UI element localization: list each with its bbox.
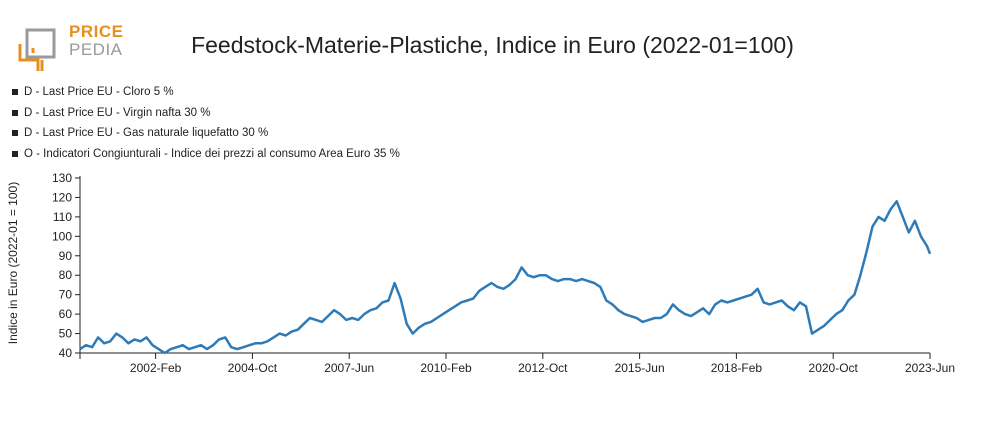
legend-label: D - Last Price EU - Cloro 5 % bbox=[24, 86, 174, 99]
series-line bbox=[79, 200, 932, 355]
logo-line-orange-2 bbox=[31, 48, 44, 71]
x-tick-label: 2020-Oct bbox=[809, 361, 859, 375]
x-tick-label: 2004-Oct bbox=[228, 361, 278, 375]
logo-mark bbox=[18, 28, 56, 71]
legend-label: D - Last Price EU - Virgin nafta 30 % bbox=[24, 106, 211, 119]
y-tick-label: 40 bbox=[59, 346, 73, 360]
legend-marker bbox=[12, 130, 18, 137]
logo-text-price: PRICE bbox=[69, 22, 124, 41]
x-tick-label: 2018-Feb bbox=[711, 361, 763, 375]
y-tick-label: 100 bbox=[52, 229, 72, 243]
axes: 40 50 60 70 80 90 100 110 120 130 2002-Feb 2004-Oct… bbox=[52, 171, 955, 375]
y-tick-label: 90 bbox=[59, 249, 73, 263]
y-tick-label: 50 bbox=[59, 327, 73, 341]
x-tick-label: 2023-Jun bbox=[905, 361, 955, 375]
x-tick-label: 2015-Jun bbox=[615, 361, 665, 375]
logo: PRICE PEDIA bbox=[18, 22, 128, 74]
legend-item: O - Indicatori Congiunturali - Indice de… bbox=[12, 144, 400, 165]
legend-item: D - Last Price EU - Cloro 5 % bbox=[12, 82, 400, 103]
y-tick-label: 60 bbox=[59, 307, 73, 321]
legend-label: O - Indicatori Congiunturali - Indice de… bbox=[24, 148, 400, 161]
x-tick-label: 2002-Feb bbox=[130, 361, 182, 375]
legend-item: D - Last Price EU - Virgin nafta 30 % bbox=[12, 103, 400, 124]
x-tick-label: 2007-Jun bbox=[324, 361, 374, 375]
y-tick-label: 110 bbox=[53, 210, 72, 224]
logo-text-pedia: PEDIA bbox=[69, 40, 123, 59]
legend-marker bbox=[12, 89, 18, 96]
legend-marker bbox=[12, 109, 18, 116]
logo-line-orange-1 bbox=[18, 44, 40, 71]
logo-square-grey bbox=[25, 28, 56, 59]
y-tick-label: 130 bbox=[52, 171, 72, 185]
y-tick-label: 80 bbox=[59, 268, 73, 282]
legend-marker bbox=[12, 151, 18, 158]
y-tick-label: 120 bbox=[52, 190, 72, 204]
y-tick-label: 70 bbox=[59, 288, 73, 302]
legend-item: D - Last Price EU - Gas naturale liquefa… bbox=[12, 123, 400, 144]
chart-title: Feedstock-Materie-Plastiche, Indice in E… bbox=[191, 32, 794, 58]
legend-label: D - Last Price EU - Gas naturale liquefa… bbox=[24, 127, 269, 140]
x-tick-label: 2012-Oct bbox=[518, 361, 568, 375]
x-tick-label: 2010-Feb bbox=[420, 361, 472, 375]
legend: D - Last Price EU - Cloro 5 % D - Last P… bbox=[12, 82, 400, 164]
